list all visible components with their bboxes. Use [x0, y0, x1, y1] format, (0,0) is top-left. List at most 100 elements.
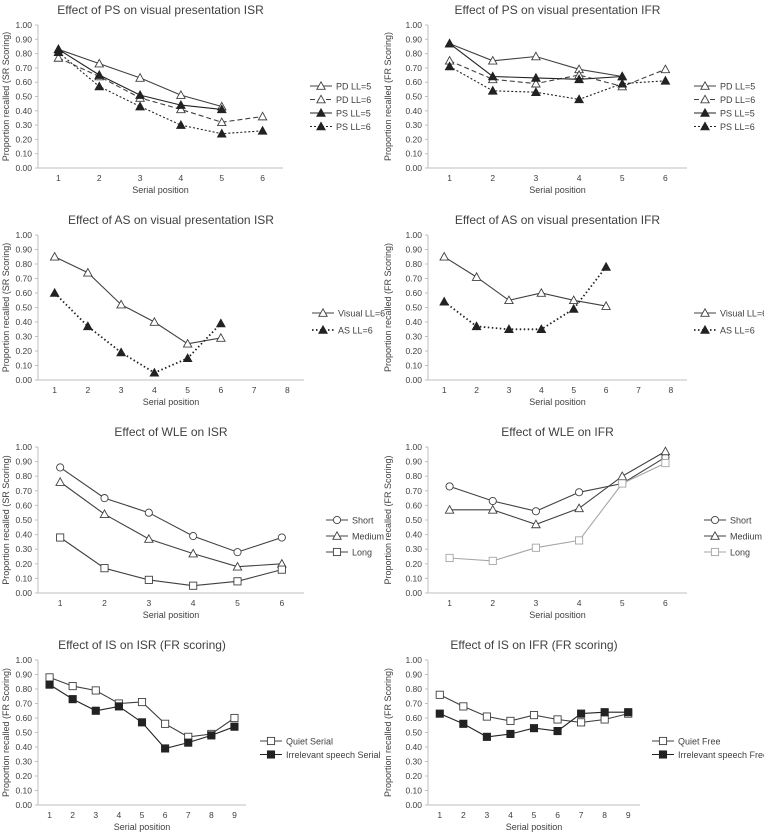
- y-tick-label: 0.90: [405, 457, 422, 467]
- legend-item: PD LL=6: [310, 94, 371, 105]
- chart-2-series-0-line: [54, 256, 221, 345]
- legend-item: Visual LL=6: [312, 307, 385, 319]
- chart-0-series-2-point-3: [175, 99, 186, 109]
- chart-panel-4: Effect of WLE on ISR 0.00 0.10 0.20 0.30 0.40…: [1, 425, 384, 620]
- chart-4-series-0-line: [59, 466, 282, 553]
- chart-5-series-1-point-1: [487, 504, 498, 514]
- legend-label: Short: [730, 516, 752, 526]
- y-tick-label: 0.80: [405, 684, 422, 694]
- chart-1-series-3-point-4: [617, 78, 628, 88]
- y-tick-label: 0.10: [15, 361, 32, 371]
- y-axis-label: Proportion recalled (FR Scoring): [383, 668, 393, 797]
- chart-6-series-0-point-legend: [266, 736, 276, 746]
- y-tick-label: 0.90: [405, 34, 422, 44]
- chart-0-series-3-point-0: [53, 47, 64, 56]
- x-tick-label: 2: [490, 173, 495, 183]
- chart-0-series-2-point-legend: [316, 107, 326, 117]
- y-tick-label: 0.00: [405, 163, 422, 173]
- y-tick-label: 0.50: [15, 728, 32, 738]
- x-tick-label: 3: [93, 810, 98, 820]
- y-tick-label: 0.40: [15, 742, 32, 752]
- y-tick-label: 1.00: [15, 442, 32, 452]
- x-tick-label: 5: [219, 173, 224, 183]
- legend-label: Irrelevant speech Serial: [286, 750, 381, 760]
- chart-4-series-2-point-4: [233, 577, 242, 586]
- legend-item: Short: [704, 516, 752, 526]
- chart-4-series-2: [56, 533, 286, 590]
- y-tick-label: 0.20: [15, 346, 32, 356]
- y-tick-label: 0.60: [15, 77, 32, 87]
- x-tick-label: 1: [58, 598, 63, 608]
- chart-4-series-0-point-3: [189, 532, 198, 541]
- chart-4-series-0-point-4: [233, 548, 242, 557]
- x-tick-label: 1: [52, 385, 57, 395]
- chart-6-series-0-point-8: [230, 713, 239, 723]
- chart-6-series-1: [45, 680, 239, 753]
- chart-0-series-3-point-3: [175, 119, 186, 129]
- legend-label: AS LL=6: [720, 326, 755, 336]
- x-tick-label: 5: [620, 173, 625, 183]
- x-tick-label: 6: [163, 810, 168, 820]
- legend-label: Long: [352, 548, 372, 558]
- chart-panel-5: Effect of WLE on IFR 0.00 0.10 0.20 0.30 0.40…: [383, 425, 762, 620]
- legend-label: Quiet Free: [678, 737, 721, 747]
- legend-item: PS LL=5: [310, 107, 371, 119]
- legend-item: PS LL=6: [310, 121, 371, 132]
- chart-2-series-1-point-4: [182, 353, 193, 363]
- legend-item: PS LL=6: [694, 121, 755, 132]
- x-tick-label: 4: [191, 598, 196, 608]
- y-tick-label: 0.30: [15, 332, 32, 342]
- chart-5-series-1-point-4: [617, 471, 628, 481]
- chart-0-series-1: [53, 52, 268, 127]
- chart-4-series-2-point-5: [277, 565, 286, 574]
- y-tick-label: 1.00: [405, 20, 422, 30]
- legend-item: PD LL=5: [310, 80, 371, 92]
- y-tick-label: 1.00: [15, 230, 32, 240]
- y-tick-label: 0.50: [15, 92, 32, 102]
- chart-3-series-1: [439, 261, 612, 334]
- y-tick-label: 0.90: [15, 34, 32, 44]
- legend-label: AS LL=6: [338, 326, 373, 336]
- y-tick-label: 0.40: [405, 530, 422, 540]
- chart-title: Effect of AS on visual presentation IFR: [455, 213, 661, 227]
- chart-4-series-2-line: [59, 537, 282, 587]
- legend-label: Medium: [730, 532, 762, 542]
- y-tick-label: 0.50: [15, 303, 32, 313]
- chart-3-series-1-point-2: [503, 324, 514, 334]
- x-tick-label: 1: [437, 810, 442, 820]
- chart-5-series-0-point-2: [531, 507, 540, 516]
- chart-0-series-3-line: [58, 51, 263, 135]
- chart-7-series-0-point-2: [482, 712, 491, 721]
- y-tick-label: 0.20: [15, 134, 32, 144]
- chart-3-series-0-point-1: [471, 271, 482, 281]
- x-tick-label: 9: [626, 810, 631, 820]
- chart-title: Effect of WLE on ISR: [114, 425, 227, 439]
- y-tick-label: 0.60: [405, 77, 422, 87]
- x-tick-label: 3: [119, 385, 124, 395]
- x-tick-label: 5: [185, 385, 190, 395]
- x-tick-label: 5: [620, 598, 625, 608]
- legend-label: PS LL=6: [720, 122, 755, 132]
- chart-0-series-3: [53, 47, 268, 138]
- chart-3-series-1-point-3: [536, 324, 547, 334]
- chart-1-series-0-point-2: [530, 51, 541, 61]
- y-tick-label: 1.00: [15, 20, 32, 30]
- y-tick-label: 0.00: [15, 588, 32, 598]
- chart-4-series-2-point-1: [100, 564, 109, 573]
- chart-5-series-2-point-legend: [710, 547, 720, 557]
- chart-1-series-1-point-legend: [700, 94, 710, 104]
- chart-5-series-2-point-4: [618, 479, 627, 488]
- chart-6-series-1-point-2: [91, 706, 100, 715]
- chart-title: Effect of AS on visual presentation ISR: [68, 213, 274, 227]
- chart-6-series-1-point-6: [184, 738, 193, 747]
- chart-4-series-2-point-2: [144, 575, 153, 584]
- legend-label: PD LL=5: [336, 82, 371, 92]
- x-tick-label: 4: [577, 173, 582, 183]
- chart-3-series-0-point-4: [568, 295, 579, 305]
- chart-5-series-0-point-legend: [710, 515, 720, 525]
- chart-4-series-1-point-2: [143, 533, 154, 543]
- chart-0-series-1-point-4: [216, 117, 227, 127]
- chart-1-series-1: [444, 55, 671, 91]
- chart-3-series-1-point-5: [601, 261, 612, 271]
- legend-item: Long: [704, 548, 750, 558]
